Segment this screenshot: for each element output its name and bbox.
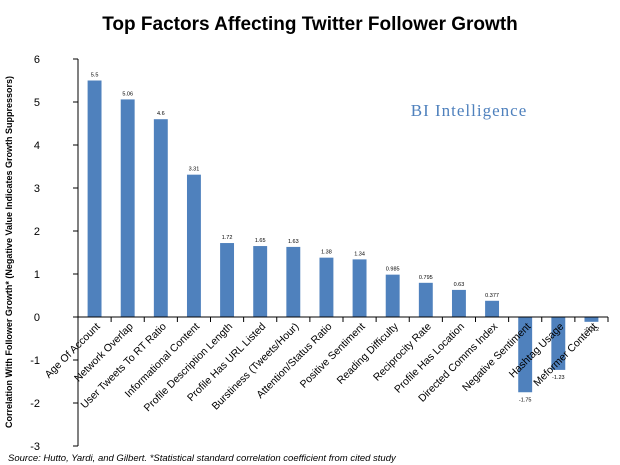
y-tick-label: 3 bbox=[34, 183, 40, 195]
data-label: -1.23 bbox=[552, 375, 565, 381]
watermark-logo: BI Intelligence bbox=[411, 101, 528, 120]
bar bbox=[584, 317, 599, 322]
bars bbox=[87, 80, 599, 393]
category-label: Age Of Account bbox=[43, 321, 103, 381]
data-label: 3.31 bbox=[189, 167, 200, 173]
data-label: 5.5 bbox=[91, 73, 99, 79]
bar bbox=[253, 246, 268, 317]
data-label: 0.985 bbox=[386, 267, 400, 273]
data-label: 0.377 bbox=[485, 293, 499, 299]
bar bbox=[518, 317, 533, 393]
data-label: 5.06 bbox=[122, 91, 133, 97]
y-tick-label: -2 bbox=[30, 398, 40, 410]
chart-title: Top Factors Affecting Twitter Follower G… bbox=[102, 14, 518, 35]
bar bbox=[220, 243, 235, 317]
y-tick-label: -3 bbox=[30, 441, 40, 453]
data-label: 0.63 bbox=[454, 282, 465, 288]
bar bbox=[485, 300, 500, 317]
data-label: 1.72 bbox=[222, 235, 233, 241]
data-label: 1.34 bbox=[354, 251, 365, 257]
data-labels: 5.5 5.06 4.6 3.31 1.72 1.65 1.63 1.38 1.34 0.985 0… bbox=[91, 73, 599, 404]
source-note: Source: Hutto, Yardi, and Gilbert. *Stat… bbox=[8, 453, 397, 464]
bar bbox=[352, 259, 367, 317]
data-label: 1.38 bbox=[321, 250, 332, 256]
y-axis-label: Correlation With Follower Growth* (Negat… bbox=[4, 76, 14, 428]
category-label: Network Overlap bbox=[72, 321, 136, 385]
y-tick-label: -1 bbox=[30, 355, 40, 367]
category-label: Reciprocity Rate bbox=[371, 321, 434, 384]
bar bbox=[418, 282, 433, 317]
y-tick-label: 1 bbox=[34, 269, 40, 281]
y-tick-label: 2 bbox=[34, 226, 40, 238]
bar bbox=[186, 174, 201, 317]
y-axis: -3 -2 -1 0 1 2 3 4 5 6 bbox=[30, 54, 79, 453]
data-label: -1.75 bbox=[519, 397, 532, 403]
y-tick-label: 0 bbox=[34, 312, 40, 324]
y-tick-label: 5 bbox=[34, 97, 40, 109]
category-label: Meformer Content bbox=[531, 321, 599, 389]
bar bbox=[120, 99, 135, 317]
data-label: 1.63 bbox=[288, 239, 299, 245]
bar bbox=[451, 289, 466, 317]
bar bbox=[286, 246, 301, 317]
bar bbox=[153, 119, 168, 317]
bar bbox=[551, 317, 566, 370]
data-label: 0.795 bbox=[419, 275, 433, 281]
bar bbox=[385, 274, 400, 317]
x-axis bbox=[77, 316, 609, 322]
data-label: -0.112 bbox=[584, 327, 599, 333]
y-tick-label: 4 bbox=[34, 140, 40, 152]
bar bbox=[319, 257, 334, 317]
y-tick-label: 6 bbox=[34, 54, 40, 66]
bar bbox=[87, 80, 102, 317]
data-label: 4.6 bbox=[157, 111, 165, 117]
data-label: 1.65 bbox=[255, 238, 266, 244]
